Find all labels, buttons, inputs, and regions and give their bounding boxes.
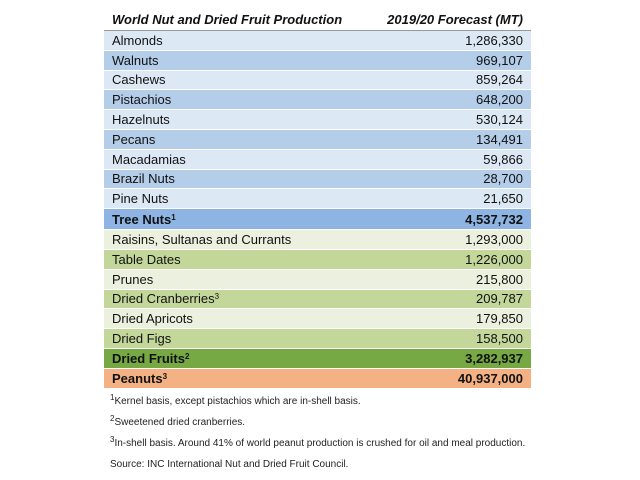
table-row: Raisins, Sultanas and Currants 1,293,000 xyxy=(104,229,531,250)
header-row: World Nut and Dried Fruit Production 201… xyxy=(104,8,531,31)
label-text: Dried Apricots xyxy=(112,311,193,327)
table-row: Walnuts 969,107 xyxy=(104,50,531,71)
footnote-mark: 2 xyxy=(110,414,115,423)
row-label: Peanuts3 xyxy=(104,368,369,389)
footnote-text: Kernel basis, except pistachios which ar… xyxy=(114,396,361,407)
row-label: Pine Nuts xyxy=(104,188,369,210)
row-label: Prunes xyxy=(104,269,369,290)
footnote-mark: 3 xyxy=(162,371,168,381)
label-text: Dried Cranberries xyxy=(112,291,215,307)
footnote: Source: INC International Nut and Dried … xyxy=(110,459,525,471)
row-value: 134,491 xyxy=(368,129,531,150)
row-label: Dried Figs xyxy=(104,328,369,349)
footnote-mark: 3 xyxy=(110,435,115,444)
label-text: Brazil Nuts xyxy=(112,171,175,187)
row-value: 4,537,732 xyxy=(368,208,531,231)
row-label: Raisins, Sultanas and Currants xyxy=(104,229,369,250)
table-row: Hazelnuts 530,124 xyxy=(104,109,531,130)
row-label: Tree Nuts1 xyxy=(104,208,369,231)
label-text: Pine Nuts xyxy=(112,191,169,207)
row-value: 1,226,000 xyxy=(368,249,531,270)
header-cell: 2019/20 Forecast (MT) xyxy=(368,8,531,31)
footnote-mark: 1 xyxy=(110,393,115,402)
table-row: Dried Cranberries3 209,787 xyxy=(104,289,531,310)
table-row: Brazil Nuts 28,700 xyxy=(104,169,531,190)
label-text: Pecans xyxy=(112,131,156,147)
production-table: World Nut and Dried Fruit Production 201… xyxy=(104,8,531,389)
row-value: 40,937,000 xyxy=(368,368,531,389)
label-text: Dried Figs xyxy=(112,331,172,347)
row-value: 158,500 xyxy=(368,328,531,349)
footnote-mark: 1 xyxy=(171,212,176,222)
table-row: Tree Nuts1 4,537,732 xyxy=(104,208,531,231)
row-value: 859,264 xyxy=(368,70,531,91)
table-row: Prunes 215,800 xyxy=(104,269,531,290)
row-value: 530,124 xyxy=(368,109,531,130)
table-row: Cashews 859,264 xyxy=(104,70,531,91)
footnote-text: Source: INC International Nut and Dried … xyxy=(110,459,349,470)
label-text: Peanuts xyxy=(112,370,163,386)
footnote: 2Sweetened dried cranberries. xyxy=(110,414,525,429)
row-label: Cashews xyxy=(104,70,369,91)
footnote-text: In-shell basis. Around 41% of world pean… xyxy=(114,438,526,449)
row-label: Macadamias xyxy=(104,149,369,170)
footnote-text: Sweetened dried cranberries. xyxy=(114,417,246,428)
table-row: Dried Figs 158,500 xyxy=(104,328,531,349)
row-value: 648,200 xyxy=(368,89,531,111)
row-label: Brazil Nuts xyxy=(104,169,369,190)
footnote-mark: 3 xyxy=(214,292,220,302)
row-value: 179,850 xyxy=(368,308,531,330)
row-label: Walnuts xyxy=(104,50,369,71)
footnote: 3In-shell basis. Around 41% of world pea… xyxy=(110,435,526,450)
row-value: 28,700 xyxy=(368,169,531,190)
label-text: Cashews xyxy=(112,72,166,88)
row-label: Almonds xyxy=(104,30,369,51)
table-row: Dried Fruits2 3,282,937 xyxy=(104,348,531,369)
label-text: Hazelnuts xyxy=(112,112,170,128)
row-label: Dried Fruits2 xyxy=(104,348,369,369)
label-text: Prunes xyxy=(112,271,154,287)
row-value: 209,787 xyxy=(368,289,531,310)
table-row: Peanuts3 40,937,000 xyxy=(104,368,531,389)
label-text: Almonds xyxy=(112,32,163,48)
table-row: Macadamias 59,866 xyxy=(104,149,531,170)
row-value: 21,650 xyxy=(368,188,531,210)
footnote-mark: 2 xyxy=(184,351,190,361)
label-text: Macadamias xyxy=(112,151,186,167)
row-label: Dried Apricots xyxy=(104,308,369,330)
row-value: 59,866 xyxy=(368,149,531,170)
table-row: Pecans 134,491 xyxy=(104,129,531,150)
row-value: 3,282,937 xyxy=(368,348,531,369)
table-row: Almonds 1,286,330 xyxy=(104,30,531,51)
row-label: Pistachios xyxy=(104,89,369,111)
label-text: Tree Nuts xyxy=(112,211,172,227)
row-value: 969,107 xyxy=(368,50,531,71)
row-label: Pecans xyxy=(104,129,369,150)
table-row: Table Dates 1,226,000 xyxy=(104,249,531,270)
footnotes: 1Kernel basis, except pistachios which a… xyxy=(110,393,526,480)
label-text: Raisins, Sultanas and Currants xyxy=(112,232,292,248)
header-cell: World Nut and Dried Fruit Production xyxy=(104,8,369,31)
row-value: 1,286,330 xyxy=(368,30,531,51)
row-label: Dried Cranberries3 xyxy=(104,289,369,310)
table-row: Pine Nuts 21,650 xyxy=(104,188,531,210)
row-value: 1,293,000 xyxy=(368,229,531,250)
table-row: Pistachios 648,200 xyxy=(104,89,531,111)
footnote: 1Kernel basis, except pistachios which a… xyxy=(110,393,525,408)
label-text: Table Dates xyxy=(112,251,181,267)
row-label: Hazelnuts xyxy=(104,109,369,130)
label-text: Pistachios xyxy=(112,92,172,108)
row-label: Table Dates xyxy=(104,249,369,270)
label-text: Dried Fruits xyxy=(112,350,185,366)
table-row: Dried Apricots 179,850 xyxy=(104,308,531,330)
row-value: 215,800 xyxy=(368,269,531,290)
label-text: Walnuts xyxy=(112,52,159,68)
